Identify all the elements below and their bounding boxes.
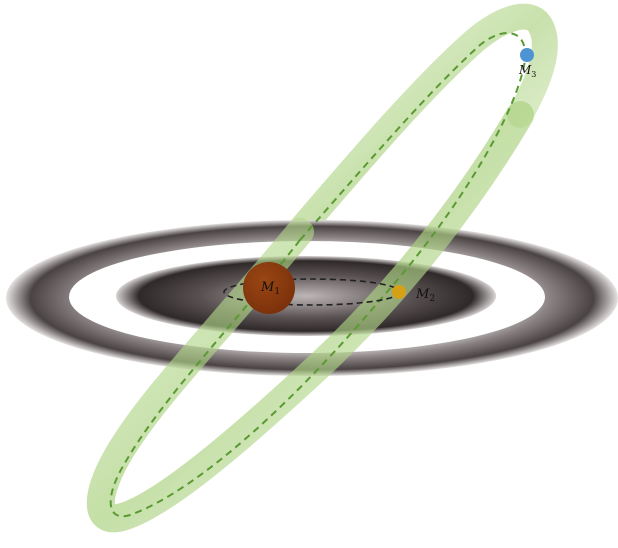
body-m2: M2: [392, 285, 435, 304]
outer-orbit-band-back: [287, 3, 558, 243]
m3-label: M3: [518, 63, 536, 79]
body-m3: M3: [518, 48, 536, 79]
m2-label: M2: [415, 287, 435, 304]
outer-orbit-path: [109, 32, 527, 518]
m1-sphere: [243, 262, 295, 314]
m3-sphere: [520, 48, 534, 62]
m2-sphere: [392, 285, 406, 299]
outer-orbit-band-front: [86, 101, 534, 533]
disk-inner: [116, 256, 496, 336]
m1-label: M1: [260, 280, 280, 297]
body-m1: M1: [243, 262, 295, 314]
